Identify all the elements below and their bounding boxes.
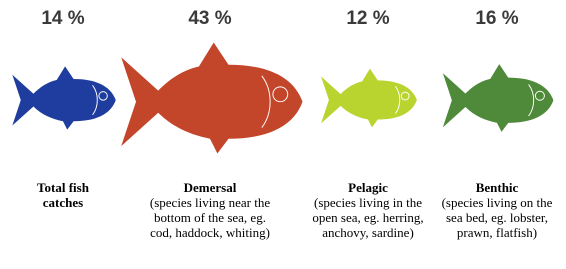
caption: Demersal(species living near the bottom …: [145, 180, 275, 240]
category-name: Demersal: [145, 180, 275, 195]
fish: [443, 64, 554, 132]
value-label: 12 %: [346, 8, 389, 29]
fish-body: [321, 69, 417, 128]
category-description: (species living near the bottom of the s…: [150, 195, 270, 240]
category-description: (species living on the sea bed, eg. lobs…: [442, 195, 553, 240]
caption: Pelagic(species living in the open sea, …: [308, 180, 428, 240]
caption: Total fish catches: [23, 180, 103, 210]
fish-body: [443, 64, 554, 132]
fish: [321, 69, 417, 128]
value-label: 16 %: [475, 8, 518, 29]
category-name: Benthic: [437, 180, 557, 195]
fish: [12, 66, 115, 129]
category-description: (species living in the open sea, eg. her…: [312, 195, 423, 240]
fish: [121, 43, 302, 154]
value-label: 43 %: [188, 8, 231, 29]
fish-body: [121, 43, 302, 154]
fish-body: [12, 66, 115, 129]
category-name: Total fish catches: [23, 180, 103, 210]
category-name: Pelagic: [308, 180, 428, 195]
value-label: 14 %: [41, 8, 84, 29]
caption: Benthic(species living on the sea bed, e…: [437, 180, 557, 240]
infographic: 14 % 43 % 12 % 16 % Total fish catches Demer…: [0, 0, 566, 269]
